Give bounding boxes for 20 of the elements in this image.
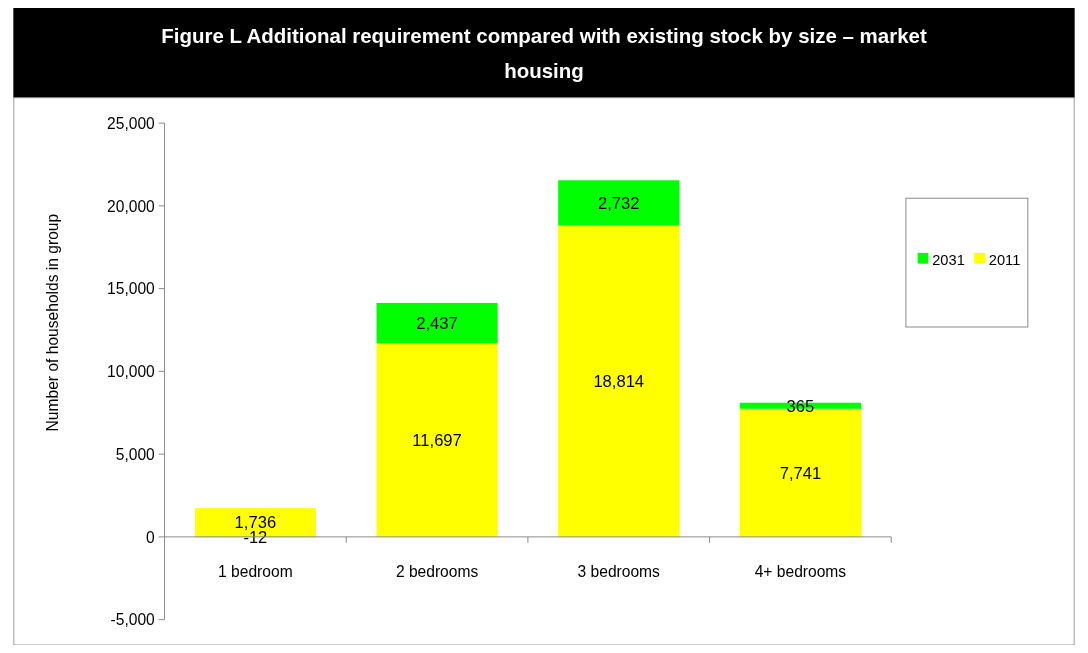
y-axis-title: Number of households in group	[44, 213, 62, 432]
y-tick-label: 20,000	[107, 197, 156, 215]
legend-label: 2011	[988, 251, 1021, 268]
data-label: 2,437	[416, 313, 458, 333]
data-label: 7,741	[779, 463, 822, 483]
y-tick-label: 0	[146, 528, 156, 546]
y-tick-label: 25,000	[107, 114, 156, 132]
data-label: 18,814	[593, 372, 645, 392]
x-tick-label: 2 bedrooms	[395, 562, 479, 580]
legend-label: 2031	[932, 251, 965, 268]
x-tick-label: 4+ bedrooms	[754, 562, 847, 580]
data-label: 11,697	[412, 430, 462, 450]
data-label: 2,732	[598, 193, 640, 213]
y-tick-label: 10,000	[107, 363, 156, 381]
y-tick-label: -5,000	[110, 611, 156, 629]
chart-title: Figure L Additional requirement compared with existing stock by size – market housing	[161, 24, 927, 83]
x-tick-label: 3 bedrooms	[577, 562, 661, 580]
x-tick-label: 1 bedroom	[218, 562, 293, 580]
y-tick-label: 15,000	[107, 280, 156, 298]
y-tick-label: 5,000	[115, 445, 156, 463]
